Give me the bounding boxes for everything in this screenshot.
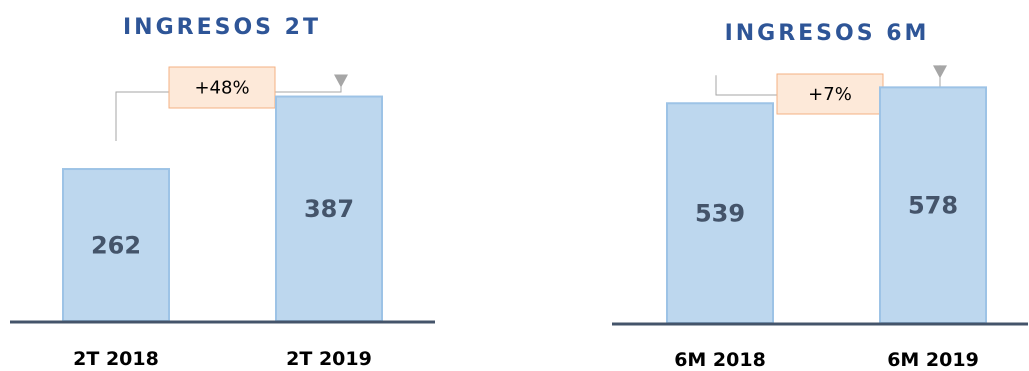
change-connector-arrow — [275, 74, 342, 93]
bar-value-label: 387 — [304, 195, 354, 223]
chart-ingresos-6m: INGRESOS 6M +7% 539 578 6M 2018 6M 2019 — [612, 21, 1028, 371]
change-badge-label: +48% — [194, 78, 249, 99]
arrowhead-icon — [933, 65, 947, 79]
change-badge — [168, 66, 276, 109]
bar-value-label: 539 — [695, 200, 745, 228]
change-connector — [715, 75, 777, 96]
chart-title: INGRESOS 6M — [725, 21, 930, 46]
category-label: 2T 2019 — [286, 348, 372, 370]
category-label: 6M 2019 — [887, 349, 979, 371]
bar-value-label: 262 — [91, 231, 141, 259]
arrowhead-icon — [334, 74, 348, 88]
bar-2t-2018 — [62, 168, 170, 322]
chart-ingresos-2t: INGRESOS 2T +48% 262 387 2T 2018 2T 2019 — [10, 15, 435, 370]
bar-6m-2019 — [879, 86, 987, 324]
bar-value-label: 578 — [908, 192, 958, 220]
category-label: 6M 2018 — [674, 349, 766, 371]
change-badge — [776, 73, 884, 115]
chart-title: INGRESOS 2T — [123, 15, 321, 40]
category-label: 2T 2018 — [73, 348, 159, 370]
change-connector — [115, 91, 169, 142]
bar-2t-2019 — [275, 95, 383, 323]
change-badge-label: +7% — [808, 84, 852, 105]
bar-6m-2018 — [666, 102, 774, 324]
